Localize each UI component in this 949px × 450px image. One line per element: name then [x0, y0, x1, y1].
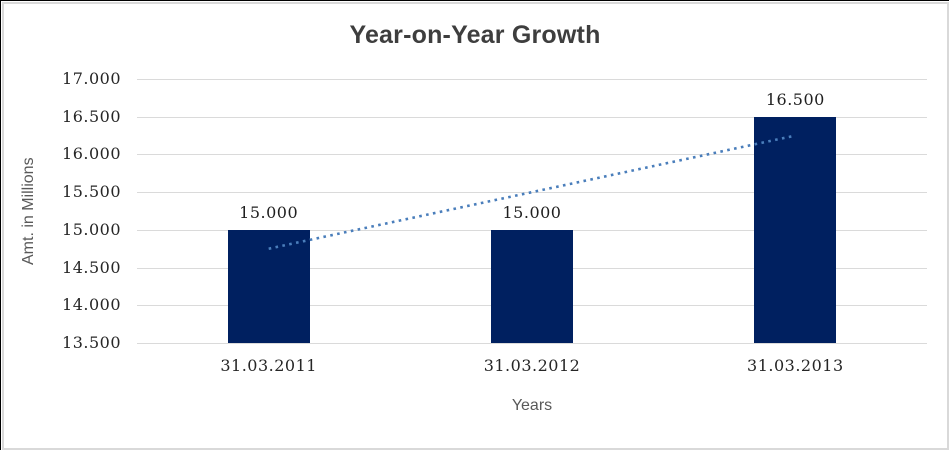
- data-label: 15.000: [239, 202, 299, 222]
- trendline-segment: [268, 134, 796, 250]
- x-category-label: 31.03.2012: [483, 356, 581, 375]
- bar: [491, 229, 573, 343]
- gridline: [137, 154, 927, 156]
- plot-area: [137, 79, 927, 344]
- y-tick-label: 14.500: [62, 257, 121, 277]
- y-tick-label: 17.000: [62, 69, 121, 88]
- x-category-label: 31.03.2013: [747, 356, 844, 375]
- y-tick-label: 14.000: [62, 295, 121, 315]
- gridline: [137, 116, 927, 118]
- data-label: 16.500: [765, 89, 825, 109]
- x-category-label: 31.03.2011: [220, 356, 317, 375]
- gridline: [137, 192, 927, 194]
- y-tick-label: 13.500: [62, 333, 121, 352]
- trendline: [268, 134, 796, 250]
- data-label: 15.000: [502, 202, 562, 222]
- gridline: [137, 343, 927, 344]
- y-tick-label: 16.500: [62, 106, 121, 126]
- y-tick-label: 16.000: [62, 144, 121, 164]
- y-tick-label: 15.000: [62, 219, 121, 239]
- bar: [227, 229, 310, 343]
- bar: [754, 116, 837, 343]
- gridline: [137, 79, 927, 80]
- x-axis-title: Years: [511, 397, 553, 414]
- chart-title: Year-on-Year Growth: [349, 21, 601, 49]
- y-tick-label: 15.500: [62, 182, 121, 202]
